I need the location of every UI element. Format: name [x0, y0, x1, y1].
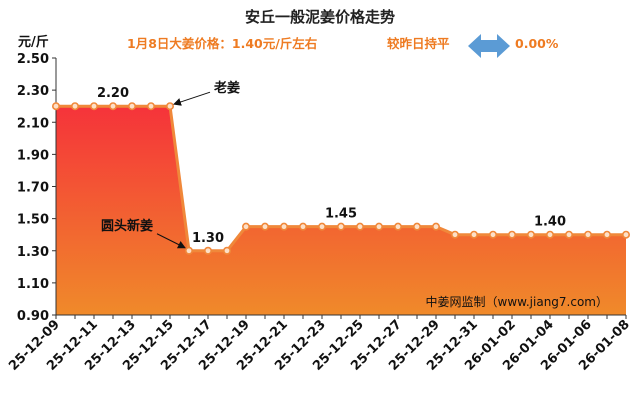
data-point — [393, 222, 402, 231]
change-pct: 0.00% — [515, 36, 559, 51]
data-point — [355, 222, 364, 231]
data-point — [507, 230, 516, 239]
data-point — [488, 230, 497, 239]
x-ticks: 25-12-0925-12-1125-12-1325-12-1525-12-17… — [6, 315, 633, 374]
y-tick-label: 1.50 — [17, 213, 49, 228]
data-point — [298, 222, 307, 231]
data-point — [166, 102, 175, 111]
data-point — [223, 246, 232, 255]
data-point — [545, 230, 554, 239]
y-axis-unit: 元/斤 — [18, 34, 49, 50]
y-tick-label: 1.30 — [17, 245, 49, 260]
data-point — [279, 222, 288, 231]
price-note: 1月8日大姜价格：1.40元/斤左右 — [127, 36, 317, 51]
y-tick-label: 2.10 — [17, 116, 49, 131]
data-point — [564, 230, 573, 239]
data-point — [90, 102, 99, 111]
annotation-arrow — [173, 91, 211, 106]
data-label: 2.20 — [97, 86, 129, 101]
data-label: 1.40 — [534, 215, 566, 230]
data-point — [128, 102, 137, 111]
data-point — [621, 230, 630, 239]
price-area — [56, 106, 626, 315]
data-point — [602, 230, 611, 239]
y-tick-label: 1.70 — [17, 181, 49, 196]
data-point — [431, 222, 440, 231]
annotation-label: 圆头新姜 — [101, 218, 153, 234]
data-point — [583, 230, 592, 239]
markers — [51, 102, 630, 255]
y-tick-label: 0.90 — [17, 309, 49, 324]
watermark: 中姜网监制（www.jiang7.com） — [426, 294, 608, 309]
data-point — [469, 230, 478, 239]
annotation-arrow — [156, 233, 186, 249]
data-point — [185, 246, 194, 255]
data-point — [450, 230, 459, 239]
y-tick-label: 2.30 — [17, 84, 49, 99]
y-ticks: 0.90 1.10 1.30 1.50 1.70 1.90 2.10 2.30 2.50 — [17, 52, 56, 324]
data-point — [51, 102, 60, 111]
data-point — [336, 222, 345, 231]
data-point — [412, 222, 421, 231]
chart-title: 安丘一般泥姜价格走势 — [245, 8, 395, 26]
data-label: 1.45 — [325, 207, 357, 222]
data-point — [260, 222, 269, 231]
data-point — [204, 246, 213, 255]
data-point — [109, 102, 118, 111]
double-arrow-icon — [468, 34, 510, 58]
data-point — [71, 102, 80, 111]
y-tick-label: 1.90 — [17, 148, 49, 163]
data-point — [242, 222, 251, 231]
data-point — [374, 222, 383, 231]
data-labels: 2.20 1.30 1.45 1.40 — [97, 86, 566, 246]
y-tick-label: 1.10 — [17, 277, 49, 292]
compare-note: 较昨日持平 — [387, 36, 450, 51]
data-point — [317, 222, 326, 231]
data-point — [526, 230, 535, 239]
y-tick-label: 2.50 — [17, 52, 49, 67]
data-point — [147, 102, 156, 111]
data-label: 1.30 — [192, 231, 224, 246]
annotation-label: 老姜 — [213, 80, 240, 96]
